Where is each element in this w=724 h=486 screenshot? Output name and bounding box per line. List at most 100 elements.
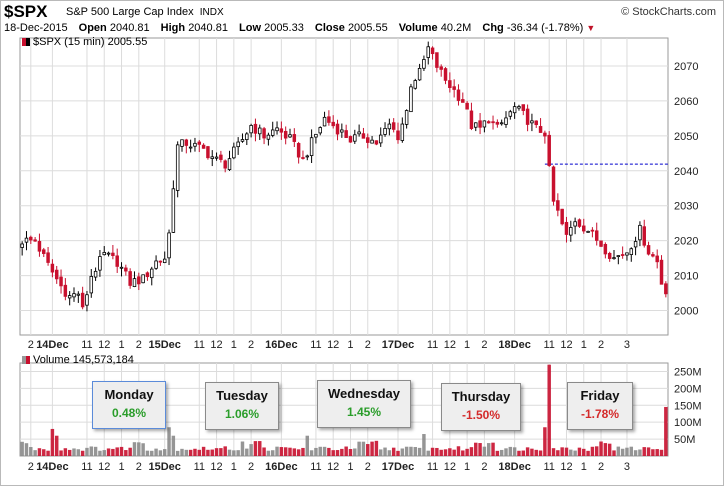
x-tick-label: 2	[365, 461, 371, 473]
volume-bar	[413, 447, 418, 456]
candle-body	[158, 260, 163, 263]
x-tick-label: 2	[248, 461, 254, 473]
candle-body	[292, 134, 297, 142]
volume-bar	[150, 450, 154, 456]
note-monday[interactable]: Monday 0.48%	[92, 381, 166, 429]
x-tick-label: 16Dec	[265, 461, 297, 473]
x-tick-label: 15Dec	[149, 461, 181, 473]
note-tuesday[interactable]: Tuesday 1.06%	[205, 382, 279, 430]
volume-bar	[651, 449, 655, 456]
volume-bar	[262, 447, 266, 456]
candle-body	[106, 252, 111, 255]
volume-bar	[564, 447, 569, 456]
candle-body	[322, 116, 327, 127]
volume-bar	[292, 448, 297, 456]
price-candles	[20, 41, 668, 312]
volume-bar	[499, 449, 504, 456]
volume-legend-swatch	[22, 356, 30, 365]
volume-bar	[396, 450, 400, 456]
x-tick-label: 12	[98, 339, 110, 351]
volume-bar	[258, 441, 262, 456]
volume-bar	[616, 446, 621, 456]
candle-body	[141, 274, 145, 284]
candle-body	[439, 66, 443, 70]
candle-body	[590, 229, 595, 232]
volume-bar	[469, 447, 474, 456]
volume-value: 40.2M	[440, 22, 472, 34]
note-pct: 1.06%	[224, 407, 260, 421]
candle-body	[327, 116, 331, 123]
volume-bar	[603, 443, 608, 456]
volume-tick-label: 250M	[674, 366, 702, 378]
volume-bar	[486, 443, 491, 456]
volume-bar	[335, 450, 340, 456]
candle-body	[227, 158, 232, 170]
note-thursday[interactable]: Thursday -1.50%	[441, 383, 521, 431]
volume-bar	[629, 446, 634, 456]
candle-body	[262, 128, 266, 139]
x-tick-label: 18Dec	[498, 339, 530, 351]
x-tick-label: 17Dec	[382, 339, 414, 351]
x-tick-label: 1	[231, 339, 237, 351]
volume-bar	[253, 441, 258, 456]
candle-body	[270, 129, 275, 136]
candle-body	[93, 270, 98, 278]
volume-bar	[301, 447, 305, 456]
candle-body	[197, 141, 202, 145]
candle-body	[318, 127, 322, 134]
candle-body	[301, 157, 305, 159]
x-tick-label: 1	[581, 461, 587, 473]
candle-body	[154, 260, 158, 269]
x-tick-label: 1	[118, 461, 124, 473]
volume-bar	[72, 448, 76, 456]
x-tick-label: 12	[98, 461, 110, 473]
volume-bar	[275, 446, 279, 456]
x-tick-label: 12	[327, 339, 339, 351]
candle-body	[309, 137, 314, 156]
volume-bar	[443, 449, 448, 456]
candle-body	[430, 47, 435, 55]
candle-body	[378, 134, 383, 144]
candle-body	[102, 252, 106, 256]
x-tick-label: 11	[81, 461, 92, 473]
volume-bar	[309, 450, 314, 456]
candle-body	[495, 121, 500, 125]
x-tick-label: 2	[598, 339, 604, 351]
x-tick-label: 12	[444, 461, 456, 473]
candle-body	[249, 125, 253, 134]
candle-body	[314, 133, 318, 138]
candle-body	[72, 293, 76, 298]
candle-body	[404, 110, 409, 125]
volume-bar	[642, 447, 646, 456]
symbol-title: $SPX	[4, 2, 48, 21]
x-tick-label: 11	[310, 339, 321, 351]
x-tick-label: 15Dec	[149, 339, 181, 351]
volume-bar	[236, 450, 240, 456]
down-triangle-icon: ▼	[586, 23, 596, 33]
candle-body	[171, 188, 176, 233]
volume-bar	[344, 446, 348, 456]
candle-body	[413, 80, 418, 89]
volume-bar	[366, 444, 370, 456]
x-tick-label: 11	[427, 461, 438, 473]
candle-body	[478, 120, 482, 128]
source-credit[interactable]: © StockCharts.com	[621, 6, 716, 18]
candle-body	[76, 293, 81, 296]
x-tick-label: 11	[81, 339, 92, 351]
candle-body	[236, 141, 240, 148]
volume-bar	[530, 448, 534, 456]
volume-bar	[119, 446, 124, 456]
volume-bar	[361, 441, 366, 456]
candle-body	[452, 86, 456, 90]
volume-bar	[543, 427, 547, 456]
candle-body	[128, 271, 132, 286]
x-tick-label: 12	[210, 339, 222, 351]
volume-bar	[63, 448, 68, 456]
candle-body	[530, 120, 534, 124]
note-wednesday[interactable]: Wednesday 1.45%	[317, 380, 411, 428]
candle-body	[573, 221, 577, 227]
volume-bar	[128, 447, 132, 456]
note-friday[interactable]: Friday -1.78%	[567, 382, 633, 430]
candle-body	[443, 68, 448, 81]
candle-body	[400, 123, 405, 141]
